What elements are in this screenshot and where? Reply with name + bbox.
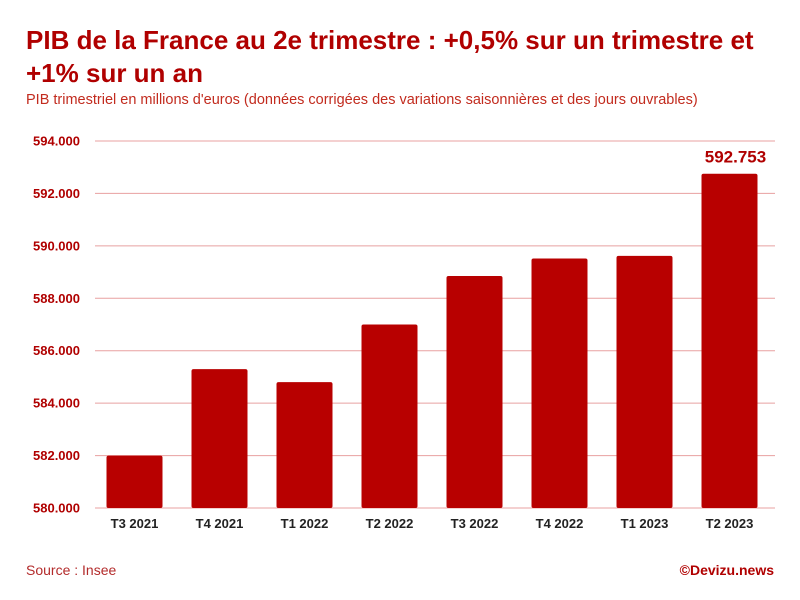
x-category-label: T2 2023 <box>706 516 754 531</box>
y-tick-label: 584.000 <box>33 396 80 411</box>
y-tick-label: 594.000 <box>33 134 80 149</box>
y-tick-label: 586.000 <box>33 343 80 358</box>
x-category-label: T1 2023 <box>621 516 669 531</box>
bar <box>276 382 333 508</box>
x-category-label: T4 2021 <box>196 516 244 531</box>
data-label: 592.753 <box>705 148 766 167</box>
x-category-label: T4 2022 <box>536 516 584 531</box>
x-category-label: T2 2022 <box>366 516 414 531</box>
bar-chart: 580.000 582.000 584.000 586.000 588.000 590.0… <box>33 134 775 531</box>
y-tick-label: 590.000 <box>33 238 80 253</box>
y-tick-label: 582.000 <box>33 448 80 463</box>
y-tick-label: 588.000 <box>33 291 80 306</box>
x-category-label: T3 2021 <box>111 516 159 531</box>
bar <box>616 255 673 508</box>
x-category-label: T3 2022 <box>451 516 499 531</box>
chart-title: PIB de la France au 2e trimestre : +0,5%… <box>26 25 754 88</box>
bar <box>191 369 248 508</box>
source-note: Source : Insee <box>26 562 117 578</box>
bar <box>701 173 758 508</box>
credit-label: ©Devizu.news <box>679 562 774 578</box>
y-tick-label: 580.000 <box>33 501 80 516</box>
x-category-label: T1 2022 <box>281 516 329 531</box>
bar <box>106 455 163 508</box>
bar <box>446 276 503 508</box>
bar <box>531 258 588 508</box>
chart-subtitle: PIB trimestriel en millions d'euros (don… <box>26 92 698 108</box>
bar <box>361 324 418 508</box>
y-tick-label: 592.000 <box>33 186 80 201</box>
